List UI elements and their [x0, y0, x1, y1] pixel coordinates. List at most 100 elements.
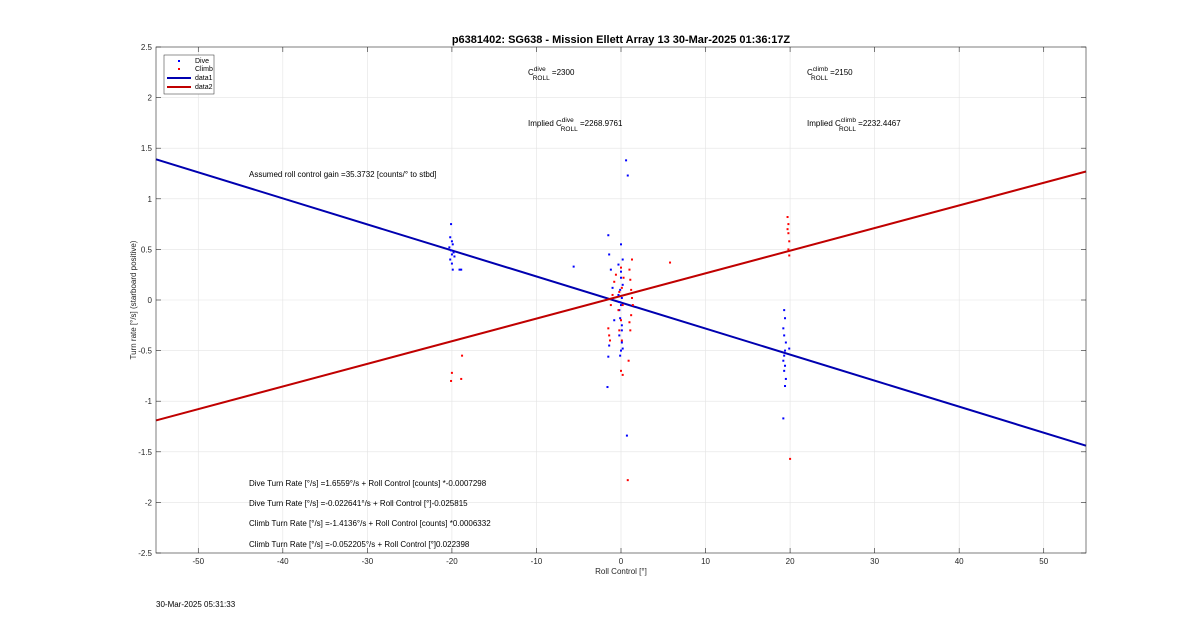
data-point-dive: [625, 159, 628, 162]
data-point-climb: [618, 329, 621, 332]
data-point-climb: [620, 266, 622, 269]
data-point-climb: [614, 273, 617, 276]
x-tick-label: 50: [1039, 557, 1048, 566]
data-point-dive: [450, 249, 453, 252]
annotation-eq-dive-degrees: Dive Turn Rate [°/s] =-0.022641°/s + Rol…: [249, 499, 468, 508]
data-point-climb: [786, 228, 789, 231]
data-point-climb: [628, 321, 631, 324]
data-point-dive: [621, 258, 624, 261]
data-point-climb: [627, 359, 630, 362]
data-point-climb: [460, 377, 463, 380]
data-point-dive: [783, 309, 786, 312]
data-point-dive: [784, 377, 787, 380]
x-axis-label: Roll Control [°]: [595, 567, 647, 576]
annotation-gain: Assumed roll control gain =35.3732 [coun…: [249, 170, 437, 179]
data-point-dive: [782, 417, 785, 420]
data-point-dive: [784, 385, 787, 388]
series-lines: [155, 158, 1087, 447]
data-point-dive: [450, 253, 453, 256]
annotation-c-climb: Cclimb ROLL =2150: [807, 66, 853, 82]
data-point-dive: [783, 354, 786, 357]
annotation-eq-dive-counts: Dive Turn Rate [°/s] =1.6559°/s + Roll C…: [249, 479, 487, 488]
y-tick-label: -2: [145, 498, 153, 507]
data-point-climb: [613, 280, 616, 283]
x-tick-label: -40: [277, 557, 289, 566]
data-point-climb: [787, 232, 790, 235]
x-tick-label: 30: [870, 557, 879, 566]
data-point-dive: [452, 251, 455, 254]
series-line-data2: [155, 170, 1087, 422]
data-point-climb: [631, 304, 634, 307]
data-point-dive: [619, 354, 622, 357]
chart-title: p6381402: SG638 - Mission Ellett Array 1…: [452, 34, 791, 46]
data-point-climb: [621, 373, 624, 376]
annotation-implied-climb: Implied Cclimb ROLL =2232.4467: [807, 117, 901, 133]
data-point-dive: [620, 276, 622, 279]
data-point-climb: [618, 290, 621, 293]
data-point-dive: [621, 283, 624, 286]
data-point-dive: [619, 288, 622, 291]
data-point-climb: [620, 286, 623, 289]
legend-climb-marker: [178, 68, 180, 70]
data-point-climb: [607, 327, 610, 330]
legend-climb-label: Climb: [195, 66, 213, 73]
data-point-dive: [620, 243, 622, 246]
data-point-climb: [608, 334, 611, 337]
data-point-dive: [620, 329, 623, 332]
y-axis-label: Turn rate [°/s] (starboard positive): [129, 240, 138, 359]
y-tick-label: 0: [148, 296, 153, 305]
legend-dive-label: Dive: [195, 58, 209, 65]
y-tick-label: 1.5: [141, 144, 153, 153]
data-point-climb: [622, 276, 625, 279]
data-point-climb: [789, 457, 792, 460]
data-point-climb: [669, 261, 672, 264]
data-point-dive: [607, 355, 610, 358]
data-point-climb: [788, 240, 791, 243]
data-point-dive: [784, 317, 787, 320]
data-point-dive: [782, 327, 785, 330]
data-point-climb: [609, 304, 612, 307]
y-tick-label: 2.5: [141, 43, 153, 52]
data-point-dive: [611, 286, 614, 289]
legend: Dive Climb data1 data2: [163, 54, 215, 95]
data-point-dive: [621, 347, 624, 350]
data-point-climb: [630, 288, 633, 291]
x-tick-label: 0: [619, 557, 624, 566]
data-point-climb: [450, 379, 453, 382]
data-point-dive: [784, 349, 787, 352]
x-tick-label: -20: [446, 557, 458, 566]
x-tick-label: -50: [192, 557, 204, 566]
data-point-climb: [620, 369, 622, 372]
data-point-dive: [618, 301, 621, 304]
footer-timestamp: 30-Mar-2025 05:31:33: [156, 600, 236, 609]
data-point-dive: [449, 258, 452, 261]
data-point-dive: [620, 324, 623, 327]
data-point-climb: [630, 314, 633, 317]
data-point-climb: [626, 479, 629, 482]
data-point-climb: [450, 371, 453, 374]
data-point-climb: [787, 248, 790, 251]
data-point-dive: [460, 268, 463, 271]
y-tick-label: 0.5: [141, 245, 153, 254]
axis-ticks: -50 -40 -30 -20 -10 0 10 20 30 40 50-2.5-2-1.5-1-0…: [138, 43, 1086, 566]
data-point-climb: [629, 329, 632, 332]
y-tick-label: -1.5: [138, 448, 152, 457]
data-point-dive: [608, 344, 611, 347]
series-points: [448, 159, 792, 482]
data-point-climb: [621, 304, 624, 307]
data-point-dive: [617, 263, 620, 266]
data-point-dive: [788, 347, 791, 350]
data-point-climb: [630, 258, 633, 261]
data-point-dive: [607, 234, 610, 237]
data-point-climb: [787, 223, 790, 226]
data-point-dive: [620, 304, 622, 307]
data-point-dive: [572, 265, 575, 268]
data-point-dive: [450, 223, 453, 226]
data-point-climb: [617, 309, 620, 312]
data-point-climb: [611, 293, 614, 296]
data-point-dive: [618, 334, 621, 337]
annotation-c-dive: Cdive ROLL =2300: [528, 66, 575, 82]
data-point-dive: [450, 262, 453, 265]
data-point-dive: [606, 386, 609, 389]
